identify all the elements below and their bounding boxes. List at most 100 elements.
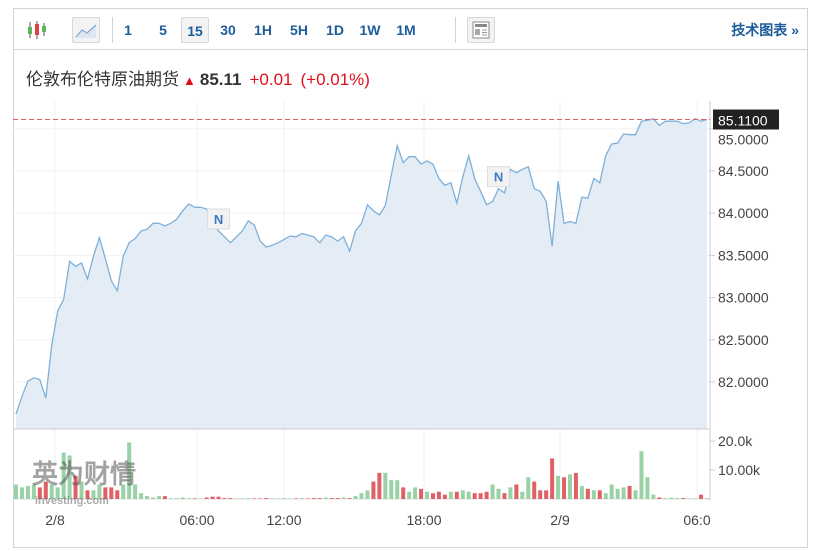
candlestick-chart-button[interactable] — [24, 17, 50, 43]
volume-bar — [204, 497, 209, 499]
volume-bar — [186, 498, 191, 499]
volume-bar — [73, 475, 78, 499]
volume-bar — [419, 488, 424, 499]
interval-1[interactable]: 1 — [124, 22, 132, 38]
volume-bar — [651, 494, 656, 499]
technical-chart-link[interactable]: 技术图表 » — [731, 22, 799, 38]
volume-bar — [127, 442, 132, 499]
volume-bar — [478, 493, 483, 499]
volume-bar — [299, 498, 304, 499]
volume-bar — [496, 488, 501, 499]
y-tick-label: 84.5000 — [718, 163, 769, 179]
volume-bar — [442, 494, 447, 499]
volume-bar — [139, 493, 144, 499]
volume-bar — [389, 480, 394, 499]
volume-bar — [567, 474, 572, 499]
volume-bar — [305, 498, 310, 499]
volume-bar — [192, 498, 197, 499]
volume-bar — [693, 498, 698, 499]
volume-bar — [162, 496, 167, 499]
volume-bar — [436, 491, 441, 499]
volume-bar — [460, 490, 465, 499]
volume-bar — [633, 490, 638, 499]
volume-bar — [687, 498, 692, 499]
volume-bar — [526, 477, 531, 499]
volume-bar — [270, 498, 275, 499]
volume-bar — [61, 452, 66, 499]
interval-1h[interactable]: 1H — [254, 22, 272, 38]
volume-bar — [430, 493, 435, 499]
volume-bar — [371, 481, 376, 499]
volume-bar — [395, 480, 400, 499]
volume-bar — [323, 497, 328, 499]
volume-bar — [25, 485, 30, 499]
interval-30[interactable]: 30 — [220, 22, 236, 38]
volume-bar — [341, 497, 346, 499]
volume-bar — [448, 491, 453, 499]
interval-1d[interactable]: 1D — [326, 22, 344, 38]
volume-bar — [276, 498, 281, 499]
volume-bar — [174, 498, 179, 499]
volume-bar — [615, 488, 620, 499]
current-price-badge — [713, 109, 779, 130]
volume-bar — [91, 490, 96, 499]
line-chart-button[interactable] — [72, 17, 100, 43]
volume-bar — [657, 497, 662, 499]
volume-bar — [621, 487, 626, 499]
volume-bar — [288, 498, 293, 499]
price-chart[interactable]: 82.0000 82.5000 83.0000 83.5000 84.0000 84.50… — [1, 101, 796, 551]
volume-bar — [508, 487, 513, 499]
volume-bar — [556, 475, 561, 499]
volume-bar — [85, 490, 90, 499]
volume-bar — [180, 497, 185, 499]
instrument-header: 伦敦布伦特原油期货 ▲ 85.11 +0.01 (+0.01%) — [26, 65, 370, 90]
x-tick-label: 06:00 — [179, 512, 214, 528]
y-tick-label: 82.0000 — [718, 374, 769, 390]
interval-1w[interactable]: 1W — [359, 22, 381, 38]
volume-bar — [145, 496, 150, 499]
interval-15[interactable]: 15 — [181, 17, 209, 43]
volume-bar — [210, 496, 215, 499]
volume-bar — [228, 498, 233, 499]
volume-bar — [335, 498, 340, 499]
volume-bar — [109, 487, 114, 499]
watermark-logo: 英为财情 — [32, 459, 136, 489]
up-arrow-icon: ▲ — [183, 73, 196, 88]
volume-bar — [454, 491, 459, 499]
volume-bar — [121, 484, 126, 499]
volume-bar — [246, 498, 251, 499]
volume-bar — [514, 484, 519, 499]
volume-bar — [115, 490, 120, 499]
volume-bar — [264, 498, 269, 499]
interval-5[interactable]: 5 — [159, 22, 167, 38]
volume-bar — [550, 458, 555, 499]
volume-bar — [311, 498, 316, 499]
line-chart-icon — [75, 24, 97, 38]
last-price: 85.11 — [199, 70, 242, 89]
chart-widget: 1 5 15 30 1H 5H 1D 1W 1M 技术图表 » 伦敦布伦特原油期货 ▲ 85.11 +… — [13, 8, 808, 548]
news-marker[interactable]: N — [487, 166, 511, 188]
volume-bar — [19, 487, 24, 499]
volume-bar — [222, 498, 227, 499]
interval-5h[interactable]: 5H — [290, 22, 308, 38]
volume-bar — [472, 493, 477, 499]
news-marker[interactable]: N — [207, 208, 231, 230]
interval-1m[interactable]: 1M — [396, 22, 416, 38]
volume-bar — [562, 477, 567, 499]
volume-tick-label: 20.0k — [718, 433, 753, 449]
x-tick-label: 12:00 — [266, 512, 301, 528]
volume-bar — [597, 490, 602, 499]
volume-bar — [377, 472, 382, 499]
volume-bar — [669, 497, 674, 499]
volume-bar — [31, 484, 36, 499]
volume-bar — [401, 487, 406, 499]
chart-toolbar: 1 5 15 30 1H 5H 1D 1W 1M 技术图表 » — [14, 9, 807, 50]
volume-bar — [532, 481, 537, 499]
volume-bar — [675, 498, 680, 499]
volume-bar — [156, 496, 161, 499]
news-button[interactable] — [467, 17, 495, 43]
volume-bar — [151, 497, 156, 499]
price-change: +0.01 — [249, 70, 293, 89]
volume-bar — [663, 498, 668, 499]
volume-bar — [282, 498, 287, 499]
